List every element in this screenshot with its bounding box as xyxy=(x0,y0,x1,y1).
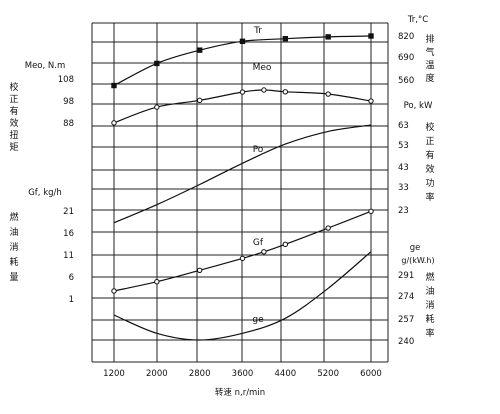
gf-axis-title-4: 量 xyxy=(9,272,18,283)
ge-axis-unit: g/(kW.h) xyxy=(401,256,434,265)
series-line-ge xyxy=(113,251,372,341)
point-meo-2800 xyxy=(196,97,203,104)
po-tick-63: 63 xyxy=(398,121,409,131)
x-tick-label-5200: 5200 xyxy=(317,369,339,379)
point-gf-2800 xyxy=(196,267,203,273)
po-tick-23: 23 xyxy=(398,206,409,216)
point-meo-3600 xyxy=(239,89,246,95)
gf-axis-title-0: 燃 xyxy=(9,211,18,223)
x-tick-label-4400: 4400 xyxy=(275,369,297,379)
gf-tick-6: 6 xyxy=(69,273,74,283)
gf-tick-21: 21 xyxy=(63,207,74,217)
point-gf-4000 xyxy=(261,249,267,255)
gf-axis-title-2: 消 xyxy=(9,241,18,253)
gf-tick-11: 11 xyxy=(63,251,74,261)
tr-tick-820: 820 xyxy=(398,32,414,42)
tr-tick-560: 560 xyxy=(398,76,414,86)
meo-axis-title-0: 校 xyxy=(9,81,18,93)
po-axis-title-5: 率 xyxy=(425,191,434,203)
point-tr-3600 xyxy=(239,38,246,45)
ge-axis-title-4: 率 xyxy=(425,327,434,339)
series-line-meo xyxy=(113,89,372,124)
point-meo-1200 xyxy=(111,120,117,126)
meo-axis-unit: Meo, N.m xyxy=(25,61,66,71)
ge-tick-291: 291 xyxy=(398,271,414,281)
x-tick-label-3600: 3600 xyxy=(232,369,254,379)
x-tick-label-6000: 6000 xyxy=(360,369,382,379)
gf-tick-1: 1 xyxy=(69,295,74,305)
point-gf-3600 xyxy=(239,255,246,262)
ge-axis-title-0: 燃 xyxy=(425,271,434,283)
gf-axis-title-1: 油 xyxy=(9,226,18,238)
tr-axis-title-0: 排 xyxy=(425,33,434,45)
ge-tick-257: 257 xyxy=(398,315,414,325)
tr-tick-690: 690 xyxy=(398,53,414,63)
x-tick-label-2800: 2800 xyxy=(189,369,211,379)
ge-tick-240: 240 xyxy=(398,337,414,347)
po-tick-33: 33 xyxy=(398,183,409,193)
po-tick-53: 53 xyxy=(398,141,409,151)
point-meo-4400 xyxy=(282,89,289,95)
point-meo-6000 xyxy=(368,98,374,104)
tr-axis-title-3: 度 xyxy=(425,72,434,84)
point-gf-4400 xyxy=(282,241,289,248)
point-gf-5200 xyxy=(325,225,331,231)
tr-axis-unit: Tr,°C xyxy=(407,15,428,25)
meo-tick-98: 98 xyxy=(63,97,74,107)
meo-tick-88: 88 xyxy=(63,119,74,129)
series-label-ge: ge xyxy=(252,315,264,325)
meo-axis-title-3: 效 xyxy=(9,117,18,129)
point-gf-2000 xyxy=(154,279,160,285)
series-label-po: Po xyxy=(253,145,264,155)
point-tr-4400 xyxy=(282,35,289,42)
ge-axis-unit-symbol: ge xyxy=(410,243,421,253)
meo-tick-108: 108 xyxy=(58,75,74,85)
series-line-po xyxy=(113,124,372,224)
ge-axis-title-3: 耗 xyxy=(425,314,434,325)
point-gf-6000 xyxy=(368,208,374,215)
point-tr-2000 xyxy=(154,60,160,67)
series-label-tr: Tr xyxy=(253,26,262,36)
series-line-gf xyxy=(113,210,372,292)
point-tr-2800 xyxy=(196,47,203,53)
tr-axis-title-2: 温 xyxy=(425,60,434,71)
meo-axis-title-1: 正 xyxy=(9,95,18,105)
x-axis-label: 转速 n,r/min xyxy=(215,387,265,398)
gf-tick-16: 16 xyxy=(63,229,74,239)
point-gf-1200 xyxy=(111,288,117,294)
ge-tick-274: 274 xyxy=(398,292,414,302)
ge-axis-title-1: 油 xyxy=(425,285,434,297)
meo-axis-title-5: 矩 xyxy=(9,141,18,153)
x-tick-label-1200: 1200 xyxy=(103,369,125,379)
point-tr-1200 xyxy=(111,82,117,89)
series-label-meo: Meo xyxy=(253,63,272,73)
point-meo-2000 xyxy=(154,104,160,110)
meo-axis-title-4: 扭 xyxy=(9,129,18,141)
po-axis-title-4: 功 xyxy=(425,178,434,189)
meo-axis-title-2: 有 xyxy=(9,105,18,117)
series-label-gf: Gf xyxy=(253,238,264,248)
po-axis-title-1: 正 xyxy=(425,137,434,147)
x-tick-label-2000: 2000 xyxy=(146,369,168,379)
gf-axis-unit: Gf, kg/h xyxy=(28,188,62,198)
point-tr-6000 xyxy=(368,33,374,39)
ge-axis-title-2: 消 xyxy=(425,299,434,311)
tr-axis-title-1: 气 xyxy=(425,46,434,58)
po-axis-title-2: 有 xyxy=(425,149,434,161)
po-axis-unit: Po, kW xyxy=(404,101,433,111)
point-meo-4000 xyxy=(261,87,267,93)
po-axis-title-0: 校 xyxy=(425,121,434,133)
po-axis-title-3: 效 xyxy=(425,163,434,175)
point-meo-5200 xyxy=(325,91,331,97)
gf-axis-title-3: 耗 xyxy=(9,257,18,268)
po-tick-43: 43 xyxy=(398,163,409,173)
point-tr-5200 xyxy=(325,34,331,40)
